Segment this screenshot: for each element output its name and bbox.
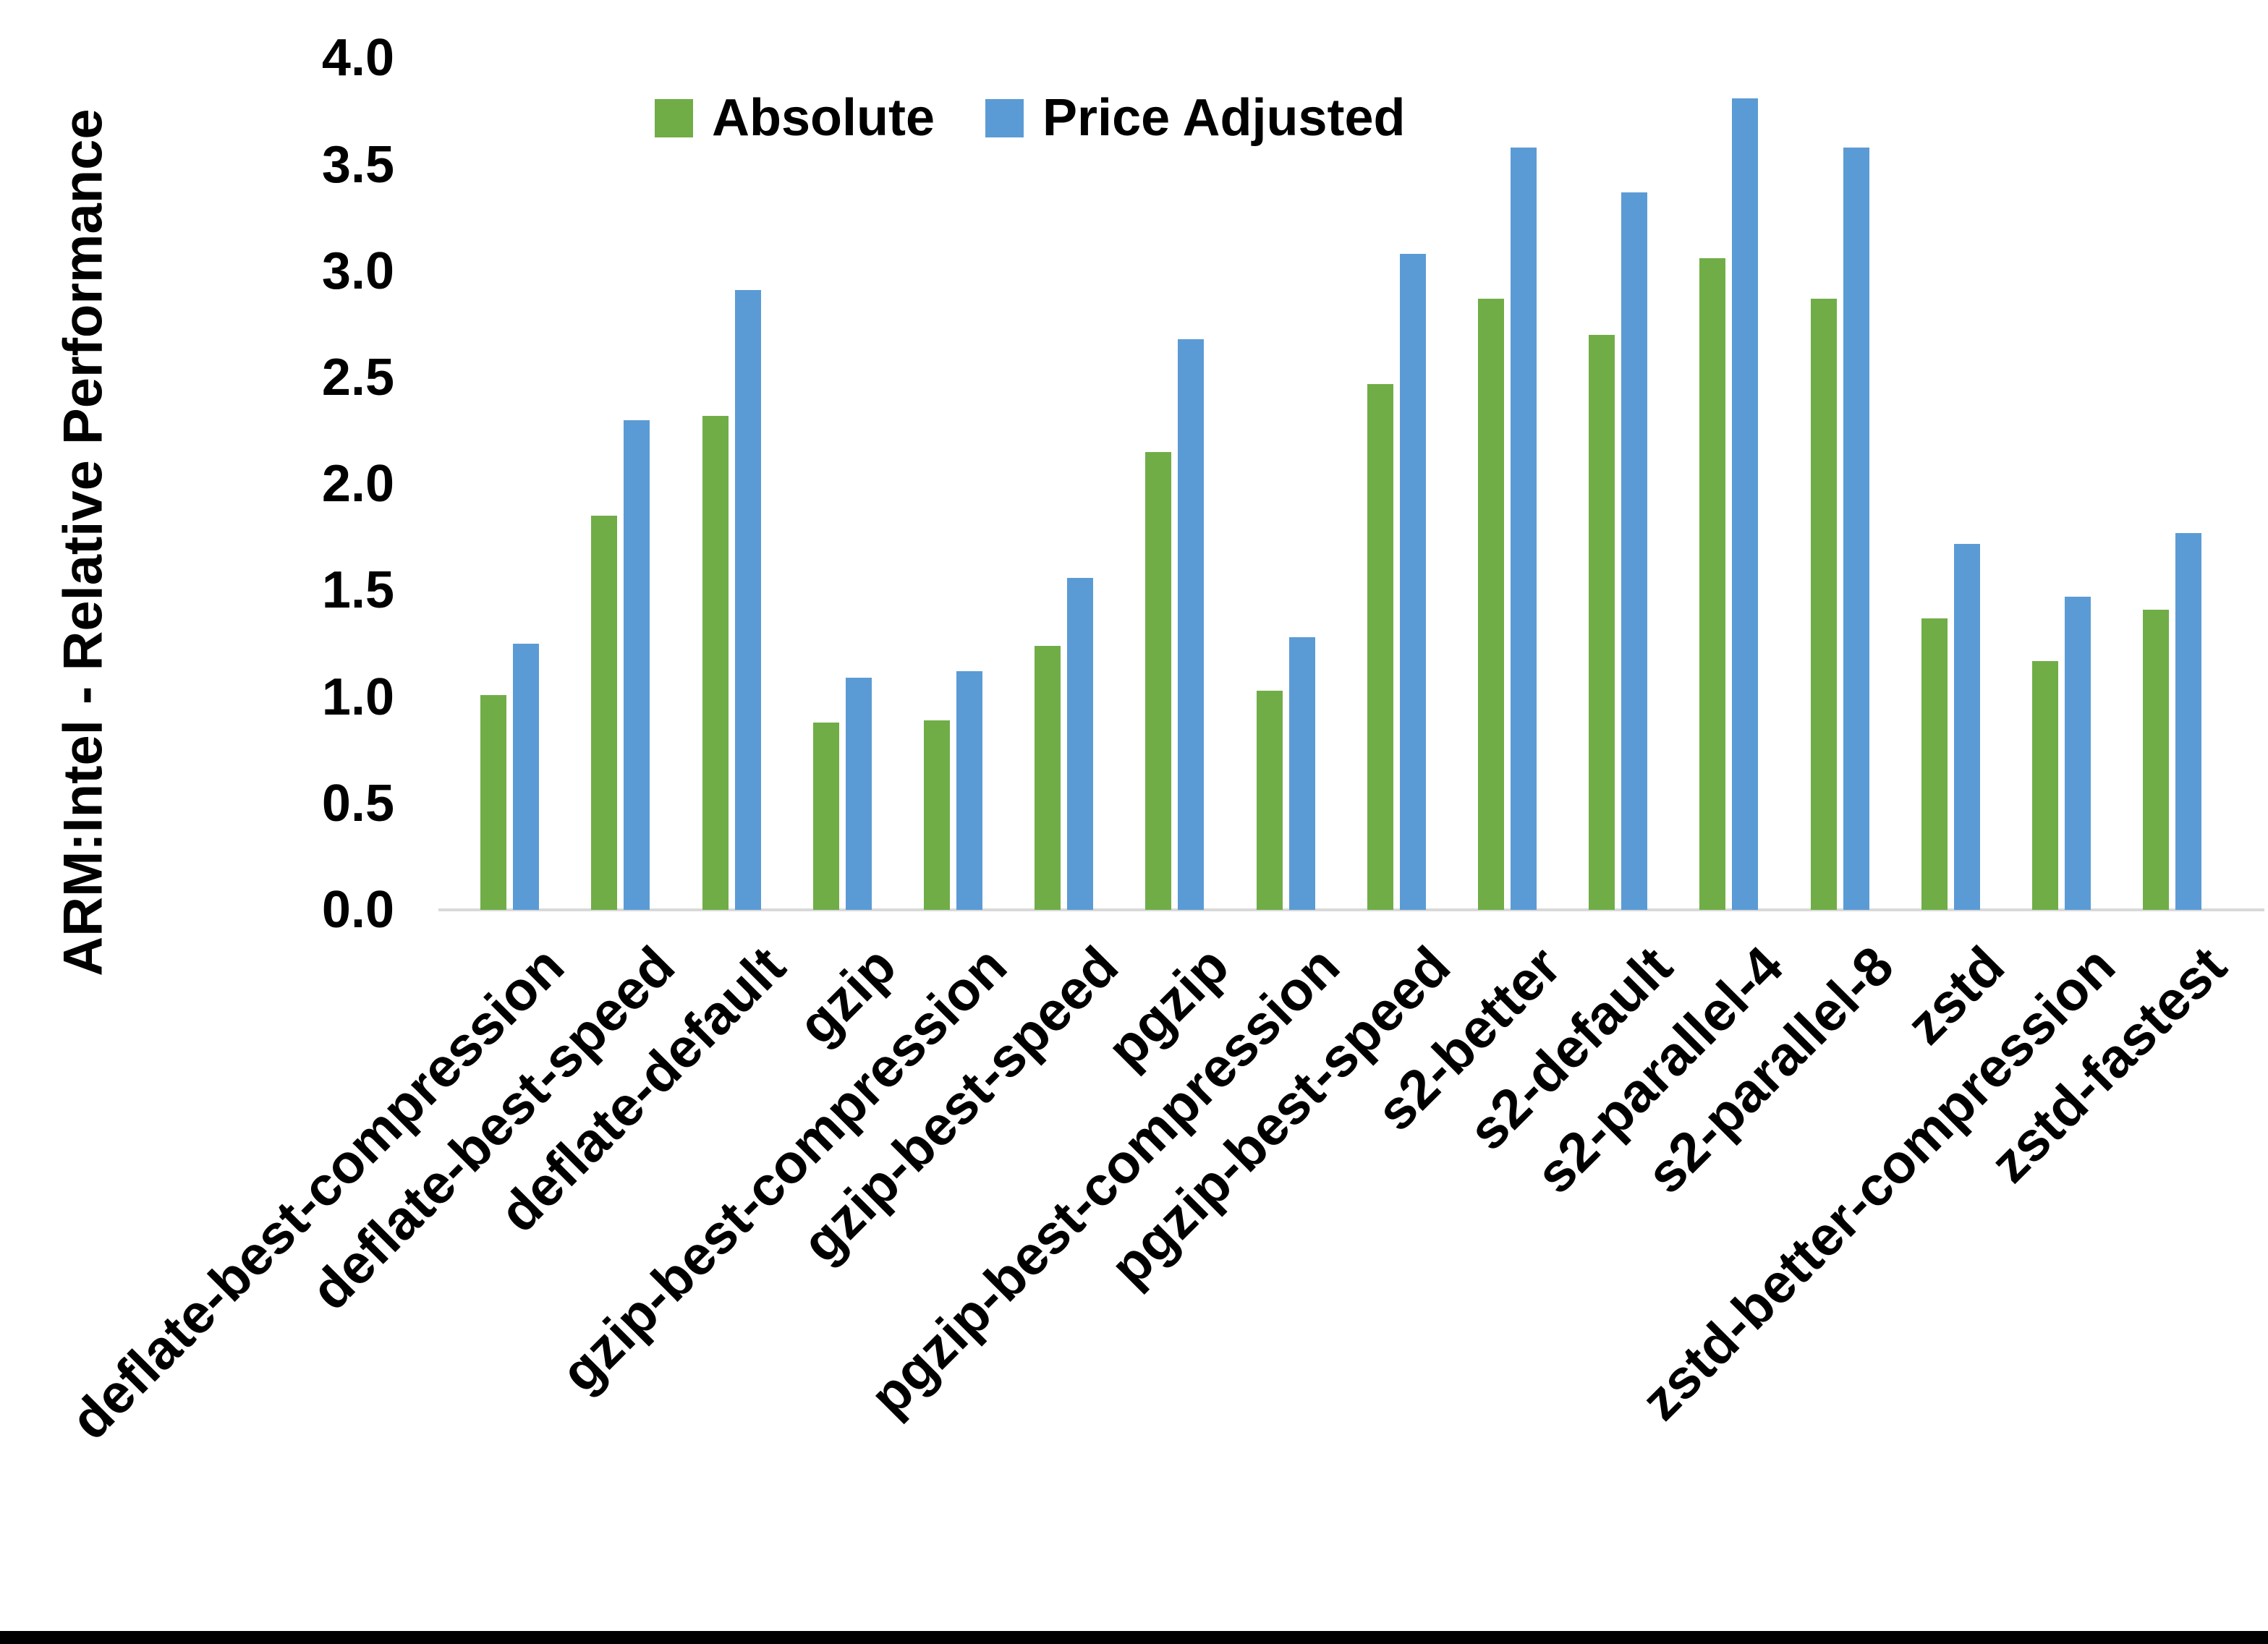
bar-price-adjusted-gzip-best-compression (956, 671, 982, 910)
y-tick-label-4.0: 4.0 (321, 29, 394, 88)
y-tick-label-0.5: 0.5 (321, 774, 394, 832)
bar-absolute-gzip-best-speed (1035, 645, 1061, 910)
y-tick-label-2.0: 2.0 (321, 455, 394, 514)
y-tick-label-0.0: 0.0 (321, 881, 394, 939)
bar-absolute-zstd-better-compression (2031, 660, 2058, 910)
bar-price-adjusted-deflate-default (734, 290, 761, 910)
bar-absolute-s2-default (1589, 335, 1615, 910)
bar-price-adjusted-s2-parallel-4 (1732, 98, 1759, 910)
legend-swatch-absolute (655, 98, 693, 137)
legend-item-price-adjusted: Price Adjusted (985, 88, 1405, 148)
bar-absolute-gzip (812, 722, 839, 910)
bar-price-adjusted-pgzip-best-compression (1288, 637, 1315, 910)
bar-price-adjusted-zstd (1953, 543, 1980, 910)
bar-absolute-gzip-best-compression (923, 720, 950, 910)
bar-absolute-s2-better (1477, 299, 1504, 910)
x-axis-line (438, 908, 2264, 911)
bar-absolute-zstd (1921, 618, 1948, 910)
bar-absolute-deflate-default (702, 415, 729, 910)
y-tick-label-1.5: 1.5 (321, 561, 394, 620)
legend-swatch-price-adjusted (985, 98, 1024, 137)
bar-price-adjusted-deflate-best-speed (624, 419, 650, 910)
bar-price-adjusted-pgzip-best-speed (1399, 254, 1426, 910)
bar-absolute-s2-parallel-8 (1810, 299, 1837, 910)
bar-absolute-s2-parallel-4 (1699, 258, 1726, 910)
y-tick-label-3.5: 3.5 (321, 135, 394, 194)
bar-absolute-zstd-fastest (2143, 609, 2170, 910)
bar-absolute-pgzip-best-compression (1256, 690, 1283, 910)
bar-absolute-pgzip (1145, 452, 1172, 910)
bar-price-adjusted-gzip-best-speed (1067, 577, 1094, 910)
y-tick-label-2.5: 2.5 (321, 349, 394, 406)
bar-price-adjusted-s2-default (1621, 192, 1648, 910)
y-tick-label-1.0: 1.0 (321, 668, 394, 726)
legend-item-absolute: Absolute (655, 88, 935, 148)
bar-absolute-deflate-best-compression (480, 694, 507, 910)
bar-price-adjusted-zstd-fastest (2175, 532, 2202, 910)
bottom-border-bar (0, 1631, 2268, 1644)
y-axis-title: ARM:Intel - Relative Performance (52, 108, 114, 976)
y-tick-label-3.0: 3.0 (321, 242, 394, 300)
legend-label-absolute: Absolute (712, 89, 935, 147)
bar-absolute-pgzip-best-speed (1367, 383, 1393, 910)
legend-label-price-adjusted: Price Adjusted (1042, 89, 1406, 147)
bar-price-adjusted-pgzip (1178, 339, 1205, 910)
bar-price-adjusted-deflate-best-compression (513, 644, 540, 910)
bar-price-adjusted-s2-parallel-8 (1843, 148, 1869, 910)
legend: Absolute Price Adjusted (655, 88, 1456, 148)
bar-price-adjusted-gzip (845, 678, 872, 910)
bar-price-adjusted-zstd-better-compression (2064, 597, 2091, 910)
bar-price-adjusted-s2-better (1510, 148, 1537, 910)
bar-absolute-deflate-best-speed (591, 516, 618, 910)
